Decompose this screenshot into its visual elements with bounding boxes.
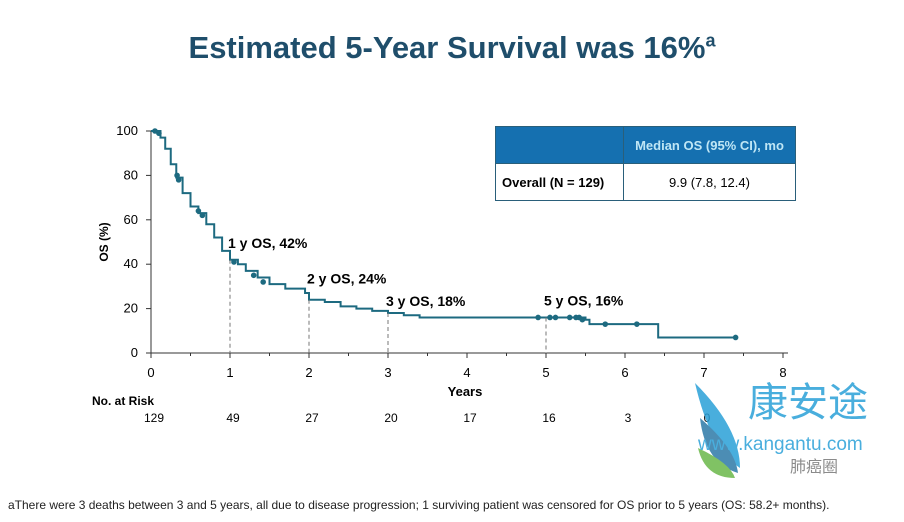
risk-value: 16 (542, 411, 556, 425)
table-header: Median OS (95% CI), mo (623, 126, 796, 164)
censor-mark (199, 212, 206, 219)
watermark-url: www.kangantu.com (698, 434, 863, 455)
censor-mark (552, 314, 559, 321)
leaf-logo-icon (695, 383, 740, 478)
x-tick-label: 6 (621, 365, 628, 380)
censor-mark (260, 279, 266, 285)
censor-mark (566, 314, 573, 321)
censor-mark (634, 321, 640, 327)
y-tick-label: 20 (124, 301, 138, 316)
x-tick-label: 5 (542, 365, 549, 380)
watermark: 康安途 www.kangantu.com 肺癌圈 (690, 378, 900, 490)
risk-value: 20 (384, 411, 398, 425)
censor-mark (732, 334, 739, 341)
title-text: Estimated 5-Year Survival was 16% (188, 30, 706, 65)
risk-label: No. at Risk (92, 394, 155, 408)
censor-mark (156, 130, 162, 137)
watermark-brand: 康安途 (748, 380, 868, 426)
y-tick-label: 80 (124, 167, 138, 182)
slide-title: Estimated 5-Year Survival was 16%a (0, 30, 904, 66)
x-tick-label: 7 (700, 365, 707, 380)
y-axis-label: OS (%) (97, 222, 111, 261)
footnote: aThere were 3 deaths between 3 and 5 yea… (8, 498, 830, 512)
median-os-table: Median OS (95% CI), mo Overall (N = 129)… (495, 126, 796, 201)
title-superscript: a (705, 30, 716, 51)
censor-mark (547, 314, 553, 321)
y-tick-label: 100 (116, 123, 138, 138)
x-tick-label: 2 (305, 365, 312, 380)
risk-value: 3 (624, 411, 632, 425)
y-tick-label: 40 (124, 256, 138, 271)
censor-mark (195, 208, 202, 214)
survival-curve (151, 130, 736, 339)
table-row-value: 9.9 (7.8, 12.4) (623, 163, 796, 201)
x-tick-label: 8 (779, 365, 786, 380)
table-row-label: Overall (N = 129) (495, 163, 624, 201)
censor-mark (175, 177, 182, 183)
censor-mark (535, 314, 541, 321)
risk-value: 129 (143, 411, 165, 425)
censor-mark (579, 316, 586, 323)
x-tick-label: 0 (147, 365, 154, 380)
x-tick-label: 1 (226, 365, 233, 380)
annotation-label: 3 y OS, 18% (386, 293, 466, 309)
annotation-label: 1 y OS, 42% (228, 235, 308, 251)
table-header-empty (495, 126, 624, 164)
y-tick-label: 60 (124, 212, 138, 227)
x-tick-label: 3 (384, 365, 391, 380)
watermark-wechat: 肺癌圈 (790, 459, 839, 476)
risk-value: 17 (463, 411, 477, 425)
x-axis-label: Years (448, 384, 483, 399)
censor-mark (250, 272, 257, 279)
y-tick-label: 0 (131, 345, 138, 360)
x-tick-label: 4 (463, 365, 470, 380)
censor-mark (231, 259, 237, 265)
censor-mark (174, 172, 180, 179)
risk-value: 49 (226, 411, 240, 425)
annotation-label: 5 y OS, 16% (544, 292, 624, 308)
risk-value: 27 (305, 411, 319, 425)
censor-mark (602, 321, 609, 327)
annotation-label: 2 y OS, 24% (307, 271, 387, 287)
